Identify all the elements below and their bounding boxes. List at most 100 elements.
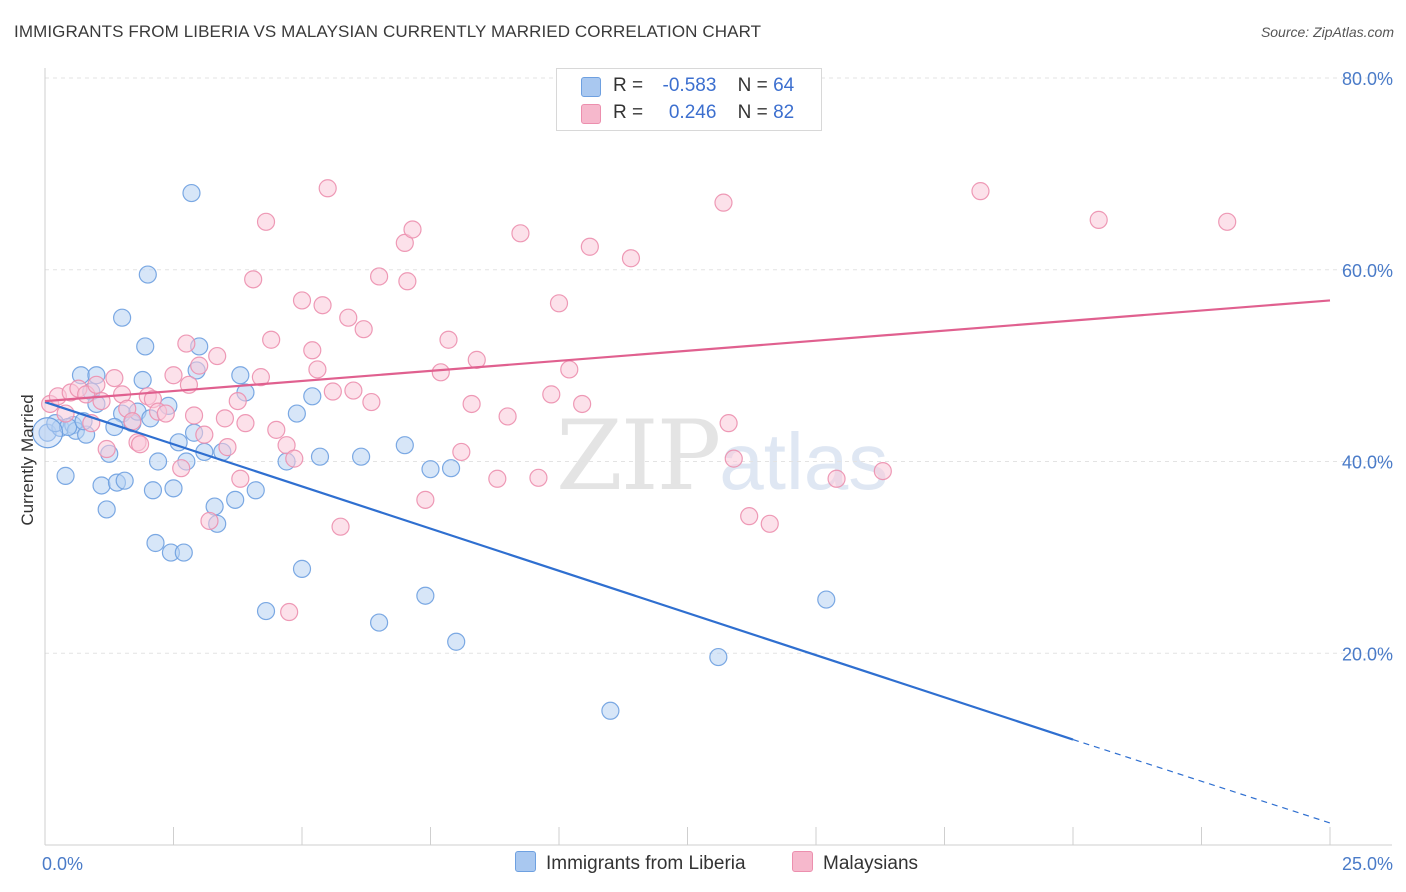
legend-swatch-liberia <box>581 77 601 97</box>
bottom-legend-swatch-liberia <box>515 851 536 872</box>
data-point <box>115 471 134 490</box>
data-point <box>164 366 183 385</box>
chart-title: IMMIGRANTS FROM LIBERIA VS MALAYSIAN CUR… <box>14 22 762 41</box>
data-point <box>573 394 592 414</box>
data-point <box>370 613 389 632</box>
data-point <box>218 438 237 457</box>
data-point <box>580 237 599 256</box>
data-point <box>87 375 106 394</box>
data-point <box>97 500 116 519</box>
data-point <box>174 543 193 562</box>
y-tick-label: 80.0% <box>1342 69 1393 89</box>
data-point <box>344 381 363 400</box>
data-point <box>172 459 191 478</box>
legend-r-value: -0.583 <box>662 75 717 96</box>
data-point <box>200 511 219 531</box>
data-point <box>817 590 836 609</box>
source-label: Source: ZipAtlas.com <box>1260 24 1394 40</box>
data-point <box>105 368 124 388</box>
x-tick-label: 0.0% <box>42 854 83 874</box>
trend-line-malaysians <box>44 299 1331 403</box>
data-point <box>416 586 435 605</box>
data-point <box>136 337 155 356</box>
data-point <box>354 320 373 339</box>
legend-swatch-malaysians <box>581 104 601 124</box>
data-point <box>395 233 414 253</box>
bottom-legend-label-malaysians: Malaysians <box>823 853 919 874</box>
data-point <box>1218 212 1237 231</box>
data-point <box>143 481 163 500</box>
data-point <box>310 447 330 466</box>
data-point <box>740 507 759 526</box>
data-point <box>498 407 517 426</box>
data-point <box>215 409 234 428</box>
data-point <box>621 249 641 268</box>
data-point <box>416 490 435 509</box>
data-point <box>226 490 245 509</box>
y-tick-label: 60.0% <box>1342 261 1393 281</box>
correlation-legend: R = -0.583 N = 64 R = 0.246 N = 82 <box>556 68 822 131</box>
data-point <box>511 224 530 243</box>
data-point <box>292 291 312 310</box>
data-point <box>431 363 450 382</box>
tick-labels: 20.0% 40.0% 60.0% 80.0% 0.0% 25.0% Currently M… <box>18 69 1393 874</box>
data-point <box>1089 210 1108 229</box>
bottom-legend-malaysians: Malaysians <box>792 851 918 875</box>
data-point <box>827 469 846 488</box>
legend-n-value: 64 <box>773 75 795 96</box>
data-point <box>719 414 738 433</box>
data-point <box>256 601 276 621</box>
data-point <box>339 308 358 327</box>
data-point <box>441 459 461 478</box>
data-point <box>251 368 270 387</box>
data-point <box>112 308 132 327</box>
data-point <box>123 412 142 431</box>
data-point <box>292 559 312 578</box>
data-point <box>529 468 548 487</box>
y-tick-label: 40.0% <box>1342 453 1393 473</box>
legend-n-label: N = <box>737 102 768 123</box>
data-point <box>724 449 743 468</box>
x-tick-label: 25.0% <box>1342 854 1393 874</box>
data-point <box>313 296 332 315</box>
data-point <box>231 469 250 488</box>
data-point <box>256 212 276 231</box>
data-point <box>280 602 299 622</box>
legend-r-label: R = <box>613 102 644 123</box>
data-point <box>303 341 322 360</box>
data-point-cluster <box>31 417 64 449</box>
bottom-legend-swatch-malaysians <box>792 851 813 872</box>
data-point <box>133 370 152 390</box>
data-point <box>398 272 417 291</box>
trend-line-liberia <box>44 401 1074 741</box>
data-point <box>488 469 507 488</box>
data-point <box>130 435 150 454</box>
data-point <box>156 404 175 423</box>
series-liberia <box>38 183 836 720</box>
data-point <box>447 632 466 651</box>
legend-r-label: R = <box>613 75 644 96</box>
bottom-legend-label-liberia: Immigrants from Liberia <box>546 853 746 874</box>
data-point <box>308 360 327 379</box>
data-point <box>231 366 250 385</box>
data-point <box>56 466 75 485</box>
data-point <box>244 270 263 289</box>
data-point <box>148 452 168 471</box>
data-point <box>92 476 111 495</box>
legend-n-value: 82 <box>773 102 795 123</box>
data-point <box>190 356 209 375</box>
data-point <box>601 701 620 720</box>
data-point <box>236 414 255 433</box>
bottom-legend-liberia: Immigrants from Liberia <box>515 851 746 875</box>
data-point <box>560 360 579 379</box>
data-point <box>318 179 337 198</box>
data-point <box>146 533 165 553</box>
data-point <box>352 447 371 466</box>
data-point <box>462 394 481 414</box>
data-point <box>246 481 265 500</box>
data-point <box>549 294 569 313</box>
watermark: ZIPatlas <box>556 400 888 512</box>
data-point <box>542 385 561 404</box>
data-point <box>138 265 157 284</box>
data-point <box>452 442 471 462</box>
